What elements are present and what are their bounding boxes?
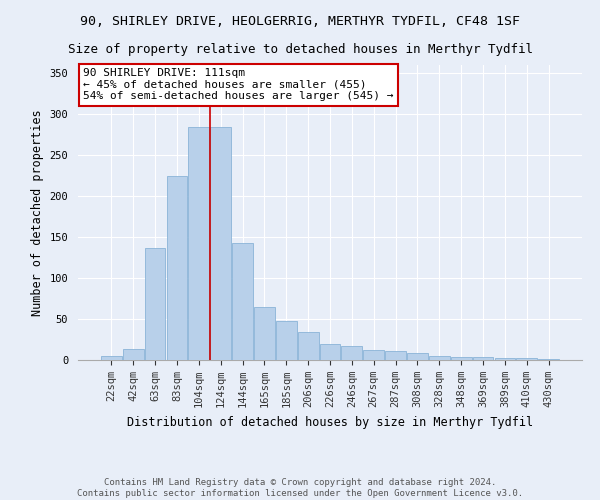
Bar xyxy=(494,358,515,360)
Bar xyxy=(341,346,362,360)
Text: Contains HM Land Registry data © Crown copyright and database right 2024.
Contai: Contains HM Land Registry data © Crown c… xyxy=(77,478,523,498)
Y-axis label: Number of detached properties: Number of detached properties xyxy=(31,109,44,316)
Bar xyxy=(101,356,122,360)
Bar xyxy=(167,176,187,360)
Bar xyxy=(254,306,275,360)
Bar xyxy=(473,356,493,360)
Text: 90 SHIRLEY DRIVE: 111sqm
← 45% of detached houses are smaller (455)
54% of semi-: 90 SHIRLEY DRIVE: 111sqm ← 45% of detach… xyxy=(83,68,394,101)
Bar xyxy=(298,332,319,360)
Bar xyxy=(407,354,428,360)
X-axis label: Distribution of detached houses by size in Merthyr Tydfil: Distribution of detached houses by size … xyxy=(127,416,533,428)
Text: Size of property relative to detached houses in Merthyr Tydfil: Size of property relative to detached ho… xyxy=(67,42,533,56)
Bar xyxy=(517,358,537,360)
Bar xyxy=(276,322,296,360)
Bar xyxy=(538,359,559,360)
Bar xyxy=(385,351,406,360)
Bar xyxy=(145,248,166,360)
Bar xyxy=(451,356,472,360)
Bar xyxy=(232,243,253,360)
Text: 90, SHIRLEY DRIVE, HEOLGERRIG, MERTHYR TYDFIL, CF48 1SF: 90, SHIRLEY DRIVE, HEOLGERRIG, MERTHYR T… xyxy=(80,15,520,28)
Bar xyxy=(429,356,450,360)
Bar xyxy=(320,344,340,360)
Bar xyxy=(188,128,209,360)
Bar xyxy=(210,128,231,360)
Bar xyxy=(123,348,143,360)
Bar xyxy=(364,350,384,360)
